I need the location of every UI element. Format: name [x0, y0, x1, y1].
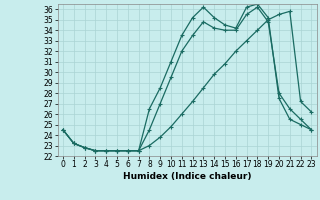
X-axis label: Humidex (Indice chaleur): Humidex (Indice chaleur) [123, 172, 252, 181]
